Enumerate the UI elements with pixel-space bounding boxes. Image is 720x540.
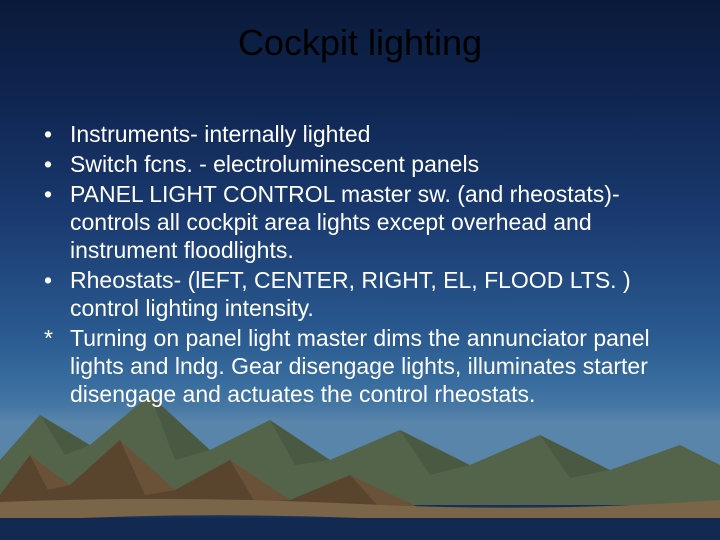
bullet-marker: * bbox=[40, 324, 70, 408]
list-item: • PANEL LIGHT CONTROL master sw. (and rh… bbox=[40, 180, 680, 264]
bullet-text: Instruments- internally lighted bbox=[70, 120, 680, 148]
list-item: • Switch fcns. - electroluminescent pane… bbox=[40, 150, 680, 178]
slide-body: • Instruments- internally lighted • Swit… bbox=[40, 120, 680, 410]
list-item: * Turning on panel light master dims the… bbox=[40, 324, 680, 408]
bullet-list: • Instruments- internally lighted • Swit… bbox=[40, 120, 680, 408]
bullet-text: Rheostats- (lEFT, CENTER, RIGHT, EL, FLO… bbox=[70, 266, 680, 322]
bullet-marker: • bbox=[40, 180, 70, 264]
list-item: • Instruments- internally lighted bbox=[40, 120, 680, 148]
slide-title: Cockpit lighting bbox=[0, 22, 720, 64]
bullet-text: Switch fcns. - electroluminescent panels bbox=[70, 150, 680, 178]
bullet-marker: • bbox=[40, 120, 70, 148]
bullet-text: Turning on panel light master dims the a… bbox=[70, 324, 680, 408]
bullet-marker: • bbox=[40, 266, 70, 322]
bullet-marker: • bbox=[40, 150, 70, 178]
list-item: • Rheostats- (lEFT, CENTER, RIGHT, EL, F… bbox=[40, 266, 680, 322]
bullet-text: PANEL LIGHT CONTROL master sw. (and rheo… bbox=[70, 180, 680, 264]
slide: Cockpit lighting • Instruments- internal… bbox=[0, 0, 720, 540]
